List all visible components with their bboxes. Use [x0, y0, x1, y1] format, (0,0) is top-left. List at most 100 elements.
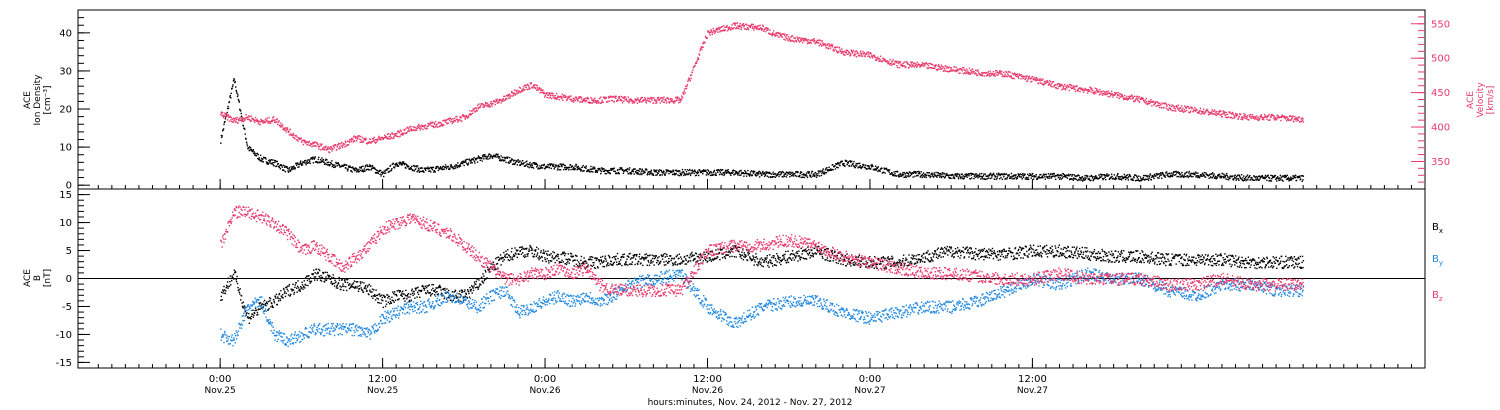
velocity-series-point [1195, 108, 1197, 110]
ion-density-series-point [246, 143, 248, 145]
ion-density-series-point [684, 173, 686, 175]
ion-density-series-point [1195, 172, 1198, 174]
velocity-series-point [225, 115, 227, 117]
velocity-series-point [966, 72, 968, 74]
ion-density-series-point [891, 173, 893, 175]
ion-density-series-point [781, 175, 783, 178]
velocity-series-point [368, 142, 370, 144]
ion-density-series-point [323, 163, 326, 166]
velocity-series-point [398, 131, 400, 133]
ion-density-series-point [1124, 177, 1126, 179]
velocity-series-point [1022, 75, 1024, 77]
velocity-series-point [845, 52, 847, 54]
velocity-series-point [1194, 106, 1196, 109]
velocity-series-point [565, 96, 567, 98]
ion-density-series-point [1195, 176, 1197, 178]
ion-density-series-point [625, 169, 628, 172]
velocity-series-point [345, 141, 347, 144]
ion-density-series-point [677, 170, 680, 173]
velocity-series-point [321, 143, 323, 145]
ion-density-series-point [271, 163, 273, 165]
velocity-series-point [719, 27, 722, 29]
velocity-series-point [388, 138, 391, 140]
velocity-series-point [814, 39, 816, 42]
velocity-series-point [728, 27, 730, 29]
velocity-series-point [728, 26, 731, 28]
velocity-series-point [1212, 113, 1214, 115]
velocity-series-point [974, 72, 976, 74]
ion-density-series-point [888, 169, 891, 171]
ion-density-series-point [375, 169, 378, 171]
ion-density-series-point [475, 159, 477, 161]
velocity-series-point [797, 38, 799, 41]
velocity-series-point [647, 97, 650, 100]
ion-density-series-point [291, 167, 293, 170]
velocity-series-point [1145, 102, 1147, 105]
velocity-series-point [1214, 114, 1217, 116]
velocity-series-point [791, 35, 794, 37]
ion-density-series-point [1155, 175, 1157, 177]
velocity-series-point [722, 25, 725, 27]
ion-density-series-point [1021, 178, 1023, 180]
velocity-series-point [467, 117, 469, 119]
ion-density-series-point [1126, 174, 1129, 176]
ion-density-series-point [350, 170, 352, 172]
velocity-series-point [460, 120, 462, 122]
ion-density-series-point [954, 174, 957, 176]
ion-density-series-point [955, 175, 958, 178]
ion-density-series-point [1062, 173, 1064, 175]
velocity-series-point [1041, 79, 1043, 82]
velocity-series-point [1050, 83, 1053, 85]
velocity-series-point [1105, 93, 1107, 96]
velocity-series-point [842, 52, 844, 54]
ion-density-series-point [1223, 173, 1225, 175]
velocity-series-point [926, 67, 928, 69]
ion-density-series-point [738, 172, 740, 174]
ion-density-series-point [1121, 176, 1124, 178]
ion-density-series-point [735, 171, 737, 173]
ion-density-series-point [647, 172, 649, 175]
ion-density-series-point [1057, 176, 1060, 179]
velocity-series-point [273, 119, 275, 122]
ion-density-series-point [264, 157, 267, 159]
velocity-series-point [730, 28, 732, 31]
velocity-series-point [843, 50, 845, 53]
velocity-series-point [1150, 101, 1152, 103]
ion-density-series-point [1164, 176, 1166, 178]
ion-density-series-point [743, 175, 745, 177]
ion-density-series-point [494, 156, 496, 158]
ion-density-series-point [1041, 175, 1044, 177]
velocity-series-point [350, 141, 352, 143]
ion-density-series-point [1235, 177, 1237, 179]
velocity-series-point [682, 92, 684, 95]
velocity-series-point [280, 122, 282, 124]
velocity-series-point [987, 72, 989, 74]
ion-density-series-point [287, 171, 290, 173]
ion-density-series-point [364, 170, 366, 172]
velocity-series-point [781, 36, 783, 38]
ion-density-series-point [245, 138, 247, 140]
ion-density-series-point [1278, 177, 1281, 179]
velocity-series-point [250, 115, 252, 117]
velocity-series-point [829, 47, 832, 49]
velocity-series-point [706, 37, 708, 39]
velocity-series-point [1165, 107, 1167, 109]
ion-density-series-point [893, 175, 896, 177]
ion-density-series-point [564, 164, 566, 167]
ion-density-series-point [626, 168, 628, 170]
ion-density-series-point [520, 163, 522, 165]
velocity-series-point [828, 48, 830, 50]
ion-density-series-point [691, 169, 694, 171]
legend-bz-sub: z [1439, 295, 1443, 303]
velocity-series-point [242, 120, 245, 123]
ion-density-series-point [952, 173, 954, 176]
ion-density-series-point [715, 172, 717, 174]
velocity-series-point [639, 101, 641, 103]
ion-density-series-point [248, 147, 250, 149]
velocity-series-point [1122, 95, 1124, 98]
ion-density-series-point [920, 175, 922, 177]
velocity-series-point [480, 104, 482, 107]
ion-density-series-point [998, 172, 1000, 175]
ion-density-series-point [1090, 174, 1092, 177]
velocity-series-point [495, 98, 497, 101]
